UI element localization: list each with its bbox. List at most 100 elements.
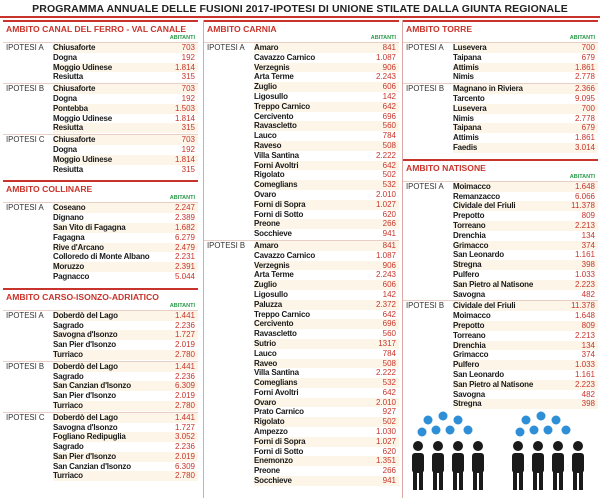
municipality: Resiutta — [53, 72, 83, 82]
municipality: Verzegnis — [254, 260, 290, 270]
population: 2.391 — [174, 262, 195, 272]
population: 266 — [382, 466, 396, 476]
municipality: Comeglians — [254, 180, 298, 190]
table-row: Dogna 192 — [53, 144, 198, 155]
municipality: Arta Terme — [254, 270, 294, 280]
population: 2.243 — [375, 270, 396, 280]
table-row: Taipana 679 — [453, 52, 598, 63]
population: 2.778 — [574, 113, 595, 123]
population: 3.014 — [574, 142, 595, 152]
rows: Amaro 841 Cavazzo Carnico 1.087 Verzegnis 906… — [254, 240, 399, 486]
municipality: Attimis — [453, 62, 479, 72]
rows: Doberdò del Lago 1.441 Savogna d'Isonzo 1.7… — [53, 412, 198, 482]
population: 1.087 — [375, 52, 396, 62]
municipality: Torreano — [453, 330, 486, 340]
population: 6.066 — [574, 191, 595, 201]
section: AMBITO CARNIA ABITANTI IPOTESI A Amaro 841 Ca… — [204, 20, 399, 486]
table-row: Villa Santina 2.222 — [254, 150, 399, 161]
population: 1.648 — [574, 181, 595, 191]
section-title: AMBITO NATISONE — [406, 162, 486, 173]
table-row: Chiusaforte 703 — [53, 43, 198, 53]
population: 1.727 — [174, 330, 195, 340]
table-row: Cividale del Friuli 11.378 — [453, 301, 598, 312]
municipality: Resiutta — [53, 123, 83, 133]
municipality: Cividale del Friuli — [453, 301, 516, 311]
hypothesis-label: IPOTESI B — [6, 361, 45, 371]
population: 2.372 — [375, 299, 396, 309]
table-row: Resiutta 315 — [53, 72, 198, 83]
table-row: Tarcento 9.095 — [453, 93, 598, 104]
population: 2.780 — [174, 400, 195, 410]
population: 1.727 — [174, 422, 195, 432]
municipality: Ampezzo — [254, 427, 288, 437]
rows: Lusevera 700 Taipana 679 Attimis 1.861 Nimis 2.… — [453, 43, 598, 83]
municipality: Cavazzo Carnico — [254, 52, 316, 62]
table-row: Verzegnis 906 — [254, 62, 399, 73]
population: 1.814 — [174, 113, 195, 123]
table-row: San Pier d'Isonzo 2.019 — [53, 391, 198, 401]
table-row: Forni di Sopra 1.027 — [254, 199, 399, 210]
table-row: Chiusaforte 703 — [53, 84, 198, 94]
column: AMBITO CANAL DEL FERRO - VAL CANALE ABITA… — [3, 20, 198, 498]
table-row: San Pietro al Natisone 2.223 — [453, 379, 598, 390]
section: AMBITO NATISONE ABITANTI IPOTESI A Moimacco… — [403, 158, 598, 410]
population: 2.222 — [375, 368, 396, 378]
hypothesis-label: IPOTESI C — [6, 135, 45, 145]
table-row: Forni di Sotto 620 — [254, 446, 399, 457]
municipality: Cercivento — [254, 111, 294, 121]
municipality: Moggio Udinese — [53, 62, 112, 72]
municipality: Ovaro — [254, 189, 277, 199]
population: 11.378 — [571, 201, 595, 211]
municipality: Lusevera — [453, 103, 487, 113]
hypothesis-group: IPOTESI C Chiusaforte 703 Dogna 192 Moggio Ud… — [3, 134, 198, 175]
table-row: Moggio Udinese 1.814 — [53, 62, 198, 73]
population: 9.095 — [574, 93, 595, 103]
table-row: Dignano 2.389 — [53, 213, 198, 223]
municipality: Forni di Sopra — [254, 199, 306, 209]
population: 315 — [181, 164, 195, 174]
table-row: Savogna d'Isonzo 1.727 — [53, 422, 198, 433]
municipality: San Canzian d'Isonzo — [53, 381, 131, 391]
population: 841 — [382, 240, 396, 250]
municipality: Sagrado — [53, 442, 84, 452]
table-row: Cercivento 696 — [254, 111, 399, 122]
hypothesis-label: IPOTESI A — [6, 203, 44, 213]
municipality: Enemonzo — [254, 456, 293, 466]
population: 508 — [382, 358, 396, 368]
municipality: Turriaco — [53, 400, 83, 410]
population: 6.309 — [174, 461, 195, 471]
municipality: Pontebba — [53, 103, 88, 113]
rows: Cividale del Friuli 11.378 Moimacco 1.648 Pr… — [453, 301, 598, 410]
municipality: Treppo Carnico — [254, 101, 310, 111]
population: 1.033 — [574, 269, 595, 279]
table-row: Raveo 508 — [254, 358, 399, 369]
table-row: Ligosullo 142 — [254, 91, 399, 102]
hypothesis-group: IPOTESI B Amaro 841 Cavazzo Carnico 1.087 Ver… — [204, 239, 399, 486]
municipality: San Pier d'Isonzo — [53, 340, 116, 350]
population: 2.010 — [375, 397, 396, 407]
municipality: Savogna d'Isonzo — [53, 422, 118, 432]
municipality: Sagrado — [53, 371, 84, 381]
table-row: Ovaro 2.010 — [254, 189, 399, 200]
table-row: Grimacco 374 — [453, 240, 598, 251]
municipality: Nimis — [453, 113, 474, 123]
population: 620 — [382, 446, 396, 456]
population: 1.161 — [574, 369, 595, 379]
municipality: Lauco — [254, 348, 277, 358]
population: 2.213 — [574, 330, 595, 340]
municipality: Forni Avoltri — [254, 160, 299, 170]
population: 1.441 — [174, 412, 195, 422]
table-row: Forni Avoltri 642 — [254, 387, 399, 398]
table-row: Lusevera 700 — [453, 43, 598, 53]
population: 2.223 — [574, 379, 595, 389]
municipality: Treppo Carnico — [254, 309, 310, 319]
population: 679 — [581, 123, 595, 133]
municipality: Arta Terme — [254, 72, 294, 82]
table-row: Zuglio 606 — [254, 280, 399, 290]
population: 784 — [382, 348, 396, 358]
table-row: Dogna 192 — [53, 93, 198, 104]
population: 2.780 — [174, 471, 195, 481]
population: 398 — [581, 260, 595, 270]
municipality: Forni Avoltri — [254, 387, 299, 397]
